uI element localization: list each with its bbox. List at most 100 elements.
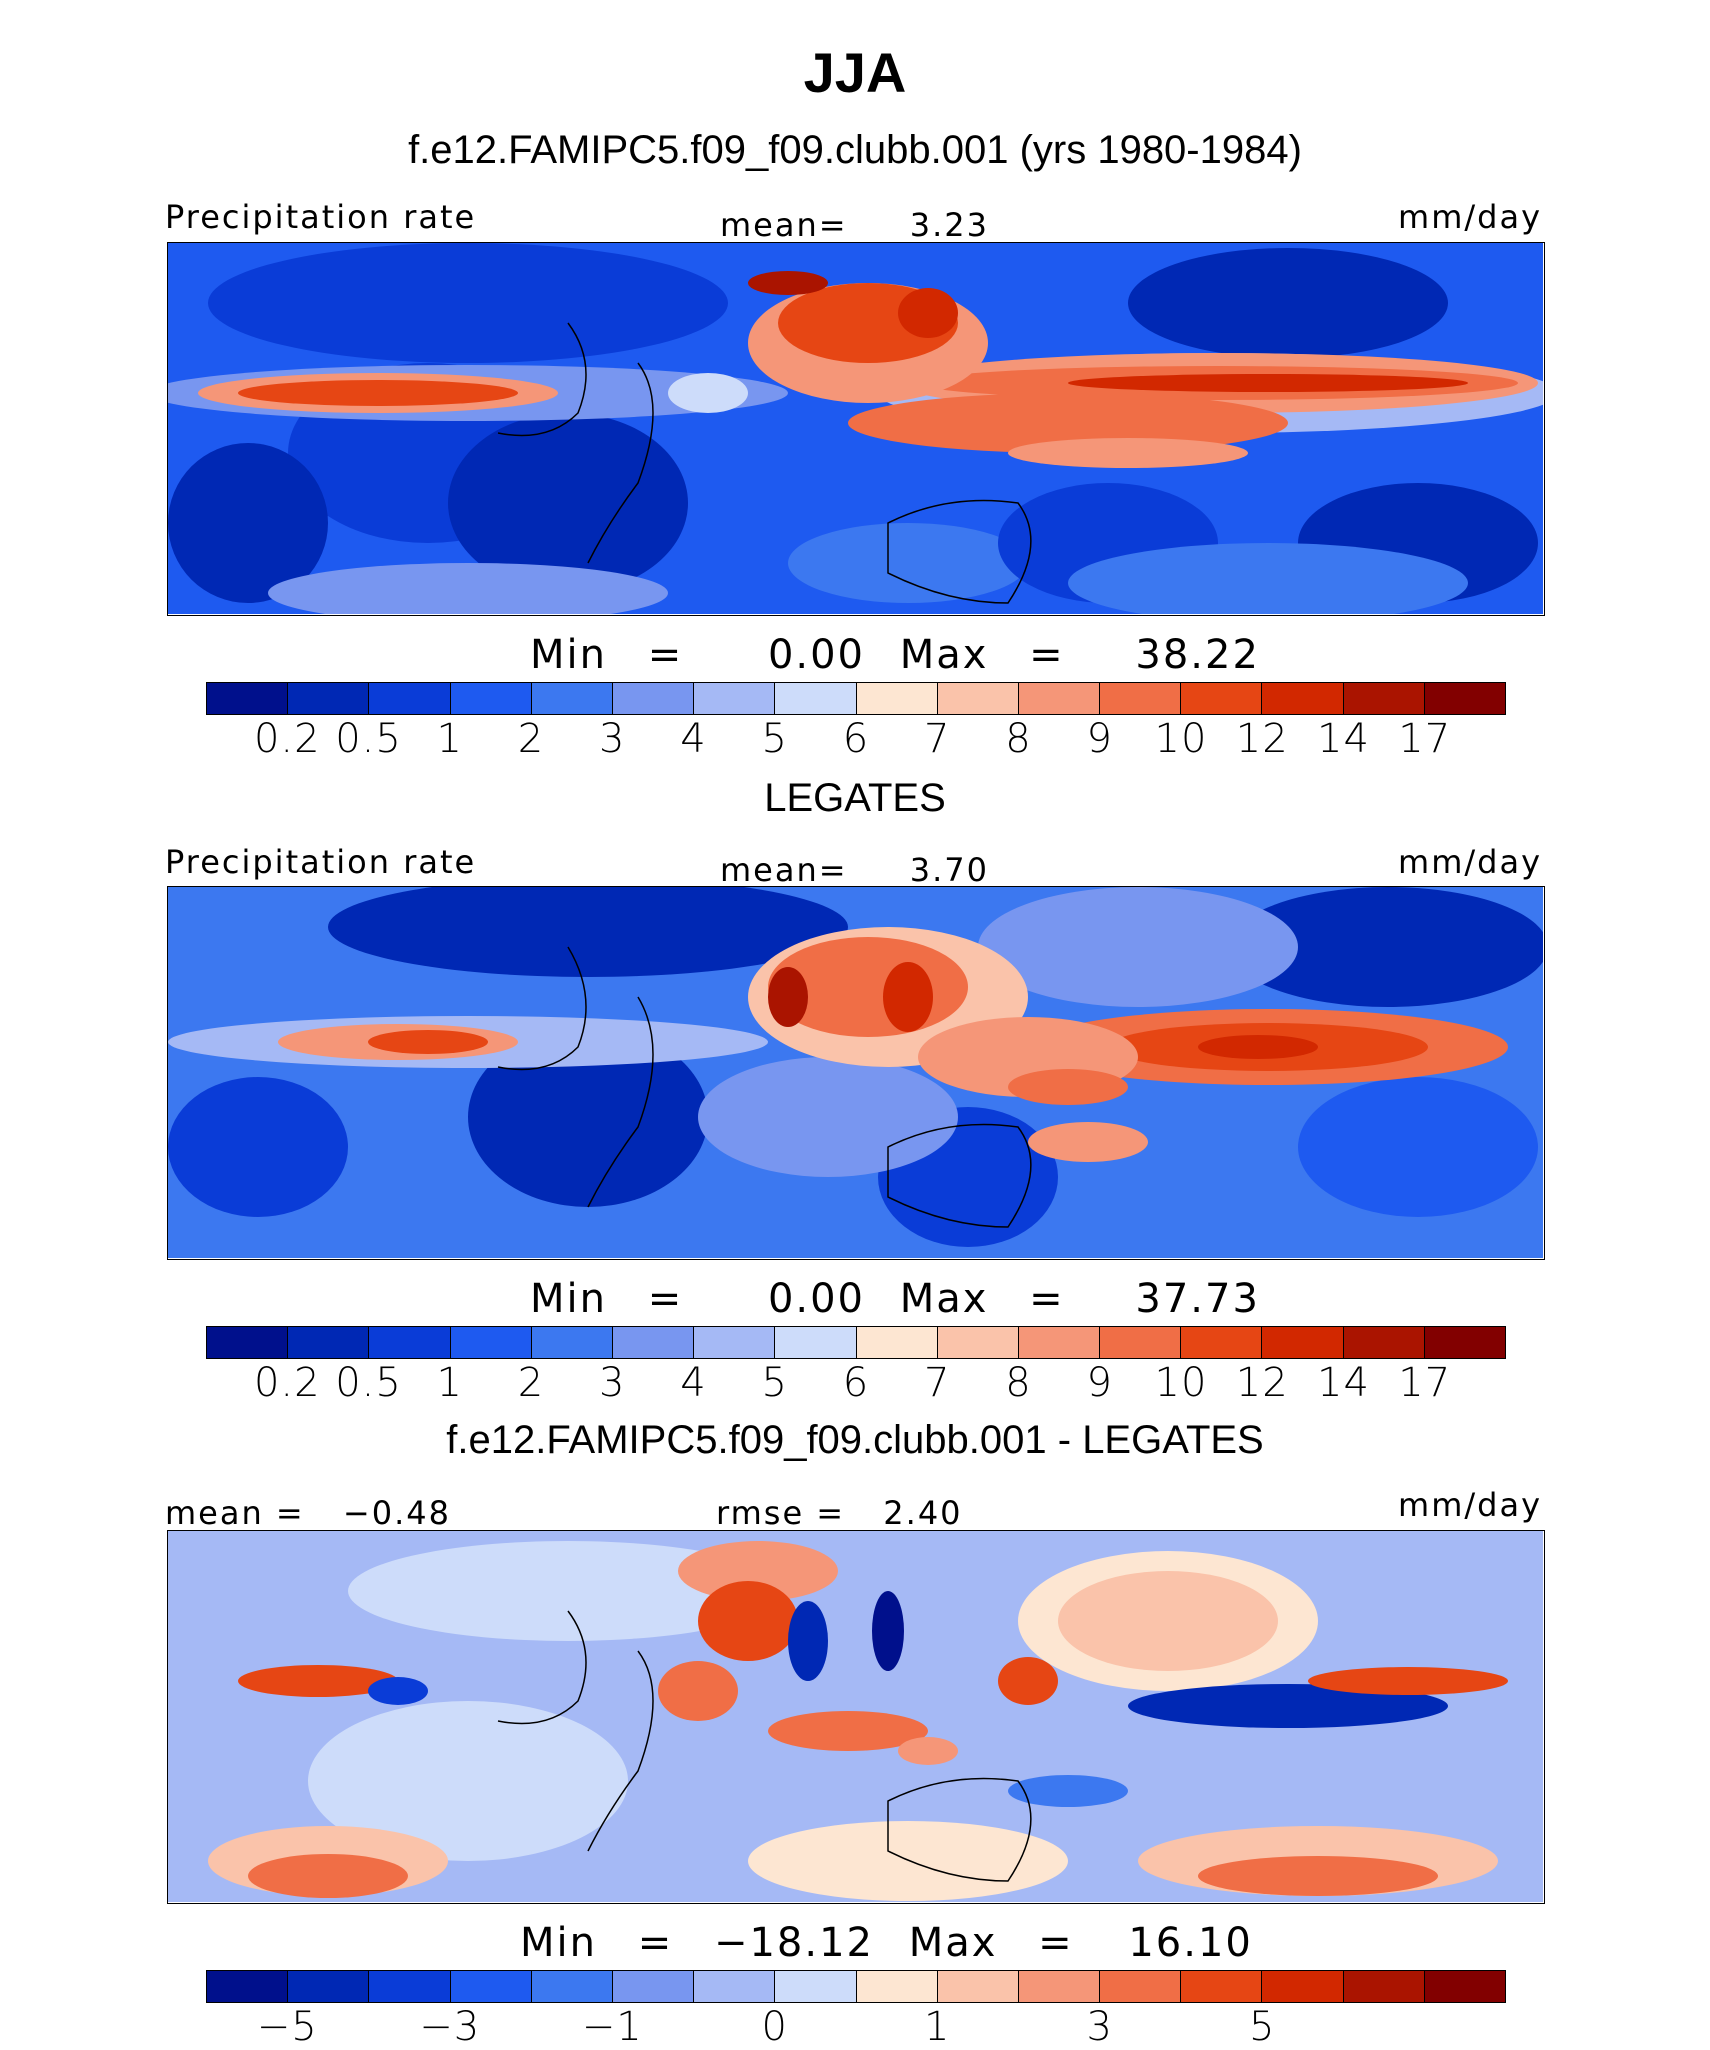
panel-3-mean-text: mean = xyxy=(165,1494,305,1532)
colorbar-cell xyxy=(531,683,613,714)
panel-2-colorbar xyxy=(206,1326,1506,1359)
panel-3-eq2: = xyxy=(1038,1920,1074,1966)
colorbar-tick-label: 0.2 xyxy=(253,1360,321,1406)
colorbar-cell xyxy=(1018,683,1101,714)
panel-2-eq2: = xyxy=(1029,1276,1065,1322)
panel-1-variable-label: Precipitation rate xyxy=(165,198,477,236)
colorbar-cell xyxy=(775,683,857,714)
colorbar-tick-label: 9 xyxy=(1086,1360,1113,1406)
colorbar-cell xyxy=(937,1327,1019,1358)
colorbar-cell xyxy=(369,1971,451,2002)
panel-3-mean-label: mean = −0.48 xyxy=(165,1494,451,1532)
colorbar-tick-label: 1 xyxy=(436,1360,463,1406)
colorbar-cell xyxy=(856,1971,938,2002)
colorbar-tick-label: 1 xyxy=(436,716,463,762)
colorbar-cell xyxy=(1018,1971,1101,2002)
panel-3-heading: f.e12.FAMIPC5.f09_f09.clubb.001 - LEGATE… xyxy=(446,1418,1264,1462)
colorbar-cell xyxy=(207,683,289,714)
colorbar-tick-label: 9 xyxy=(1086,716,1113,762)
panel-2-max-label: Max xyxy=(899,1276,989,1322)
panel-3-field xyxy=(168,1531,1543,1902)
panel-2-eq1: = xyxy=(647,1276,684,1322)
colorbar-tick-label: 14 xyxy=(1317,1360,1370,1406)
colorbar-tick-label: 3 xyxy=(1086,2004,1113,2050)
colorbar-tick-label: 4 xyxy=(680,1360,707,1406)
panel-3-max-value: 16.10 xyxy=(1128,1920,1253,1966)
colorbar-cell xyxy=(450,1327,532,1358)
colorbar-tick-label: 0.2 xyxy=(253,716,321,762)
colorbar-cell xyxy=(1262,683,1344,714)
panel-1-field xyxy=(168,243,1543,614)
panel-3-eq1: = xyxy=(637,1920,674,1966)
panel-2-colorbar-ticks: 0.2 0.5 1 2 3 4 5 6 7 8 9 10 12 14 17 xyxy=(206,1360,1506,1408)
colorbar-tick-label: 8 xyxy=(1005,716,1032,762)
panel-1-heading: f.e12.FAMIPC5.f09_f09.clubb.001 (yrs 198… xyxy=(408,128,1302,172)
panel-2-map xyxy=(167,886,1545,1260)
panel-2-variable-label: Precipitation rate xyxy=(165,843,477,881)
colorbar-cell xyxy=(1100,1327,1182,1358)
colorbar-cell xyxy=(1424,1327,1505,1358)
panel-1-units: mm/day xyxy=(1398,198,1542,236)
colorbar-tick-label: 7 xyxy=(924,716,951,762)
colorbar-tick-label: 5 xyxy=(761,1360,788,1406)
figure-title: JJA xyxy=(803,41,907,104)
colorbar-cell xyxy=(531,1971,613,2002)
colorbar-cell xyxy=(1181,683,1263,714)
colorbar-tick-label: 2 xyxy=(517,716,545,762)
colorbar-cell xyxy=(207,1971,289,2002)
panel-3-colorbar-ticks: −5 −3 −1 0 1 3 5 xyxy=(206,2004,1506,2050)
colorbar-cell xyxy=(450,1971,532,2002)
colorbar-cell xyxy=(612,683,695,714)
panel-3-colorbar xyxy=(206,1970,1506,2003)
colorbar-cell xyxy=(1181,1971,1263,2002)
colorbar-cell xyxy=(1424,683,1505,714)
colorbar-tick-label: 5 xyxy=(761,716,788,762)
colorbar-tick-label: 7 xyxy=(924,1360,951,1406)
colorbar-tick-label: 5 xyxy=(1249,2004,1276,2050)
panel-3-mean-value: −0.48 xyxy=(342,1494,451,1532)
panel-2-minmax: Min = 0.00 Max = 37.73 xyxy=(530,1276,1260,1322)
panel-3-map xyxy=(167,1530,1545,1904)
panel-3-min-label: Min xyxy=(520,1920,597,1966)
colorbar-cell xyxy=(1181,1327,1263,1358)
panel-3-max-label: Max xyxy=(908,1920,998,1966)
panel-1-max-value: 38.22 xyxy=(1135,632,1260,678)
panel-2-mean-label: mean= 3.70 xyxy=(720,851,989,889)
colorbar-tick-label: 8 xyxy=(1005,1360,1032,1406)
panel-3-units: mm/day xyxy=(1398,1486,1542,1524)
colorbar-cell xyxy=(775,1971,857,2002)
panel-1-eq2: = xyxy=(1029,632,1065,678)
colorbar-tick-label: 1 xyxy=(924,2004,951,2050)
panel-2-mean-value: 3.70 xyxy=(909,851,989,889)
colorbar-cell xyxy=(1262,1327,1344,1358)
panel-1-eq1: = xyxy=(647,632,684,678)
colorbar-tick-label: 12 xyxy=(1235,1360,1289,1406)
panel-1-minmax: Min = 0.00 Max = 38.22 xyxy=(530,632,1260,678)
panel-3-minmax: Min = −18.12 Max = 16.10 xyxy=(520,1920,1253,1966)
panel-3-min-value: −18.12 xyxy=(713,1920,874,1966)
colorbar-cell xyxy=(612,1327,695,1358)
panel-2-units: mm/day xyxy=(1398,843,1542,881)
panel-2-max-value: 37.73 xyxy=(1135,1276,1260,1322)
colorbar-cell xyxy=(694,1971,776,2002)
colorbar-tick-label: 0 xyxy=(761,2004,788,2050)
colorbar-cell xyxy=(937,683,1019,714)
colorbar-cell xyxy=(1100,1971,1182,2002)
panel-1-min-value: 0.00 xyxy=(767,632,865,678)
colorbar-tick-label: 6 xyxy=(842,1360,870,1406)
colorbar-tick-label: 4 xyxy=(680,716,707,762)
colorbar-cell xyxy=(694,683,776,714)
colorbar-cell xyxy=(856,1327,938,1358)
panel-1-colorbar-ticks: 0.2 0.5 1 2 3 4 5 6 7 8 9 10 12 14 17 xyxy=(206,716,1506,764)
colorbar-tick-label: 2 xyxy=(517,1360,545,1406)
colorbar-tick-label: 3 xyxy=(599,1360,626,1406)
panel-2-field xyxy=(168,887,1543,1258)
colorbar-cell xyxy=(369,1327,451,1358)
colorbar-cell xyxy=(369,683,451,714)
panel-1-mean-value: 3.23 xyxy=(909,206,989,244)
panel-1-mean-label: mean= 3.23 xyxy=(720,206,989,244)
panel-3-rmse-label: rmse = 2.40 xyxy=(716,1494,963,1532)
panel-2-mean-text: mean= xyxy=(720,851,848,889)
colorbar-cell xyxy=(937,1971,1019,2002)
colorbar-cell xyxy=(694,1327,776,1358)
